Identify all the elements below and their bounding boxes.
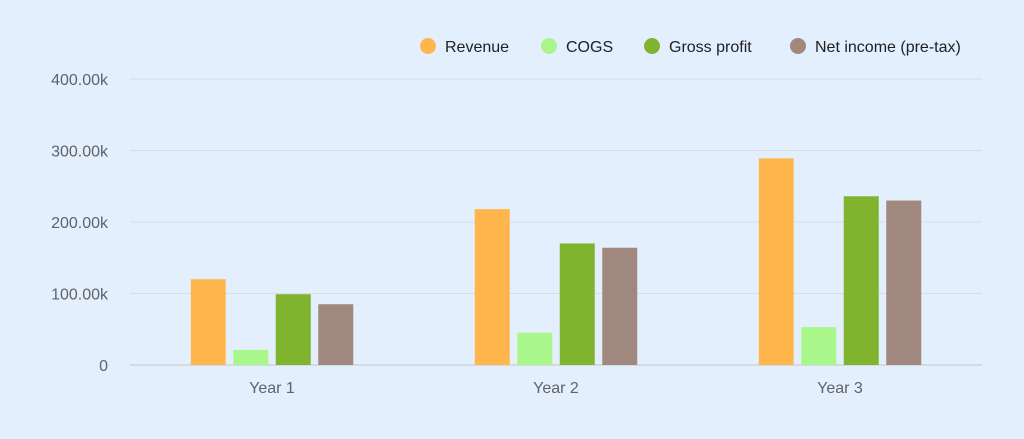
y-tick-label: 400.00k [51,72,109,89]
legend-label: COGS [566,39,613,56]
bar-gross-profit [843,196,879,365]
x-tick-label: Year 1 [249,380,295,397]
legend-marker [541,38,557,54]
bar-net-income-pre-tax [602,247,638,365]
y-tick-label: 0 [99,358,108,375]
bar-gross-profit [559,243,595,365]
legend-marker [790,38,806,54]
bar-cogs [233,349,269,365]
bar-cogs [801,327,837,365]
legend-label: Revenue [445,39,509,56]
bar-revenue [758,158,794,365]
y-tick-label: 100.00k [51,287,109,304]
bar-revenue [190,279,226,365]
legend-marker [420,38,436,54]
bar-gross-profit [275,294,311,365]
bar-net-income-pre-tax [318,304,354,365]
legend-label: Net income (pre-tax) [815,39,961,56]
x-tick-label: Year 3 [817,380,863,397]
bar-revenue [474,209,510,365]
legend-label: Gross profit [669,39,752,56]
y-tick-label: 200.00k [51,215,109,232]
x-tick-label: Year 2 [533,380,579,397]
bar-cogs [517,332,553,365]
y-tick-label: 300.00k [51,144,109,161]
legend-marker [644,38,660,54]
bar-net-income-pre-tax [886,200,922,365]
